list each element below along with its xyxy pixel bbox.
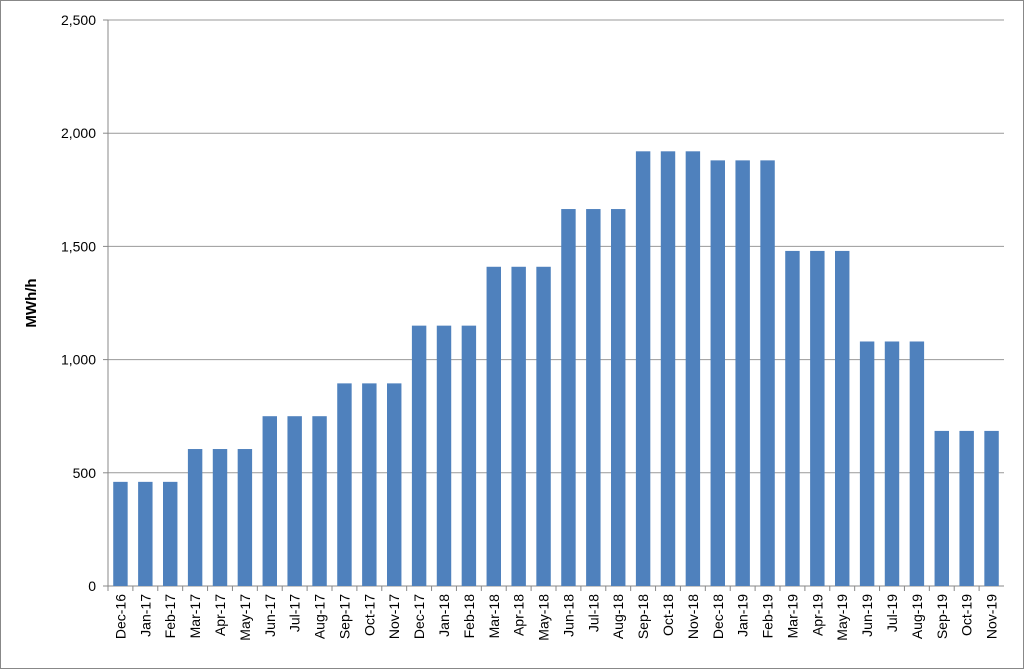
bar bbox=[959, 430, 974, 586]
y-tick-label: 1,500 bbox=[61, 238, 96, 254]
y-tick-label: 2,000 bbox=[61, 125, 96, 141]
bar bbox=[187, 449, 203, 586]
x-tick-label: Nov-19 bbox=[984, 594, 1000, 639]
x-tick-label: Sep-17 bbox=[336, 594, 352, 639]
x-tick-label: Dec-17 bbox=[411, 594, 427, 639]
bar bbox=[337, 383, 352, 586]
bar bbox=[934, 430, 949, 586]
x-tick-label: Dec-16 bbox=[112, 594, 128, 639]
bar bbox=[362, 383, 377, 586]
bar bbox=[561, 209, 576, 586]
bar bbox=[735, 160, 750, 587]
x-tick-label: Jun-19 bbox=[859, 594, 875, 637]
bar bbox=[810, 250, 825, 587]
bar bbox=[113, 481, 128, 586]
x-tick-label: Sep-18 bbox=[635, 594, 651, 639]
bar bbox=[461, 325, 477, 586]
x-tick-label: Aug-18 bbox=[610, 594, 626, 639]
bar bbox=[884, 341, 900, 586]
y-axis-label: MWh/h bbox=[23, 278, 40, 327]
x-tick-label: Apr-19 bbox=[809, 594, 825, 636]
x-tick-label: May-17 bbox=[237, 594, 253, 641]
bar bbox=[660, 151, 676, 586]
x-tick-label: Jul-18 bbox=[585, 594, 601, 632]
x-tick-label: Jan-18 bbox=[436, 594, 452, 637]
bar bbox=[635, 151, 651, 586]
bar bbox=[138, 481, 153, 586]
x-tick-label: Jun-17 bbox=[262, 594, 278, 637]
bar bbox=[859, 341, 875, 586]
x-tick-label: Aug-17 bbox=[312, 594, 328, 639]
bar bbox=[237, 449, 253, 586]
y-tick-label: 0 bbox=[88, 578, 96, 594]
bar bbox=[586, 209, 601, 586]
x-tick-label: Mar-17 bbox=[187, 594, 203, 639]
bar bbox=[611, 209, 626, 586]
bar bbox=[710, 160, 725, 587]
y-tick-label: 1,000 bbox=[61, 352, 96, 368]
bar bbox=[212, 449, 228, 586]
x-tick-label: Aug-19 bbox=[909, 594, 925, 639]
x-tick-label: Oct-18 bbox=[660, 594, 676, 636]
x-tick-label: May-19 bbox=[834, 594, 850, 641]
x-tick-label: Dec-18 bbox=[710, 594, 726, 639]
x-tick-label: Oct-17 bbox=[361, 594, 377, 636]
x-tick-label: Jan-17 bbox=[137, 594, 153, 637]
bar bbox=[163, 481, 178, 586]
bar bbox=[312, 416, 327, 586]
x-tick-label: Feb-18 bbox=[461, 594, 477, 639]
bar bbox=[486, 266, 501, 586]
bar bbox=[262, 416, 277, 586]
bar bbox=[984, 430, 999, 586]
x-tick-label: Nov-17 bbox=[386, 594, 402, 639]
x-tick-label: Apr-18 bbox=[511, 594, 527, 636]
bar bbox=[760, 160, 775, 587]
bar bbox=[387, 383, 402, 586]
bar bbox=[835, 250, 850, 587]
bar bbox=[411, 325, 427, 586]
x-tick-label: May-18 bbox=[536, 594, 552, 641]
x-tick-label: Mar-19 bbox=[784, 594, 800, 639]
x-tick-label: Mar-18 bbox=[486, 594, 502, 639]
x-tick-label: Nov-18 bbox=[685, 594, 701, 639]
x-tick-label: Apr-17 bbox=[212, 594, 228, 636]
x-tick-label: Jan-19 bbox=[735, 594, 751, 637]
bar bbox=[536, 266, 551, 586]
x-tick-label: Feb-19 bbox=[760, 594, 776, 639]
bar bbox=[287, 416, 302, 586]
x-tick-label: Jun-18 bbox=[560, 594, 576, 637]
x-tick-label: Sep-19 bbox=[934, 594, 950, 639]
bar bbox=[436, 325, 452, 586]
y-tick-label: 500 bbox=[73, 465, 97, 481]
bar bbox=[511, 266, 526, 586]
bar bbox=[909, 341, 925, 586]
x-tick-label: Jul-19 bbox=[884, 594, 900, 632]
bar bbox=[785, 250, 800, 587]
bar bbox=[685, 151, 701, 586]
y-tick-label: 2,500 bbox=[61, 12, 96, 28]
x-tick-label: Feb-17 bbox=[162, 594, 178, 639]
x-tick-label: Oct-19 bbox=[959, 594, 975, 636]
x-tick-label: Jul-17 bbox=[287, 594, 303, 632]
